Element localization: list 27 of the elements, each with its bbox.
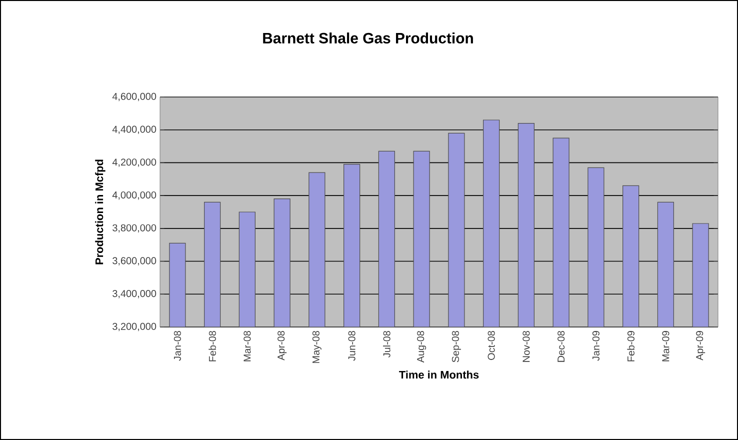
x-tick-label: Oct-08 (488, 330, 495, 360)
x-tick-label: Aug-08 (417, 330, 426, 363)
y-tick-label: 3,200,000 (112, 322, 156, 332)
y-tick-label: 3,400,000 (112, 290, 156, 298)
x-tick-label: Apr-09 (696, 330, 706, 360)
x-tick-label: Apr-08 (278, 330, 287, 360)
x-tick-label: Dec-08 (558, 330, 565, 362)
y-tick-label: 4,600,000 (112, 92, 156, 102)
x-tick-label: Feb-08 (208, 330, 216, 362)
x-tick-label: Jan-08 (174, 330, 181, 361)
y-axis-title: Production in Mcfpd (95, 160, 106, 264)
x-tick-label: Nov-08 (522, 330, 530, 362)
y-tick-label: 4,400,000 (112, 126, 156, 134)
x-tick-label: Jan-09 (592, 330, 600, 361)
chart-title: Barnett Shale Gas Production (263, 32, 473, 44)
x-tick-label: Mar-09 (662, 330, 670, 362)
x-tick-label: Feb-09 (627, 330, 634, 362)
y-tick-label: 3,800,000 (112, 224, 156, 233)
x-tick-label: Jul-08 (383, 330, 390, 358)
x-axis-title: Time in Months (399, 370, 479, 379)
y-tick-label: 4,000,000 (112, 191, 156, 200)
x-tick-label: Sep-08 (452, 330, 461, 362)
y-tick-label: 3,600,000 (112, 257, 156, 266)
x-tick-label: Jun-08 (348, 330, 356, 361)
y-tick-label: 4,200,000 (112, 158, 156, 167)
x-tick-label: Mar-08 (244, 330, 251, 362)
x-tick-label: May-08 (312, 330, 322, 363)
